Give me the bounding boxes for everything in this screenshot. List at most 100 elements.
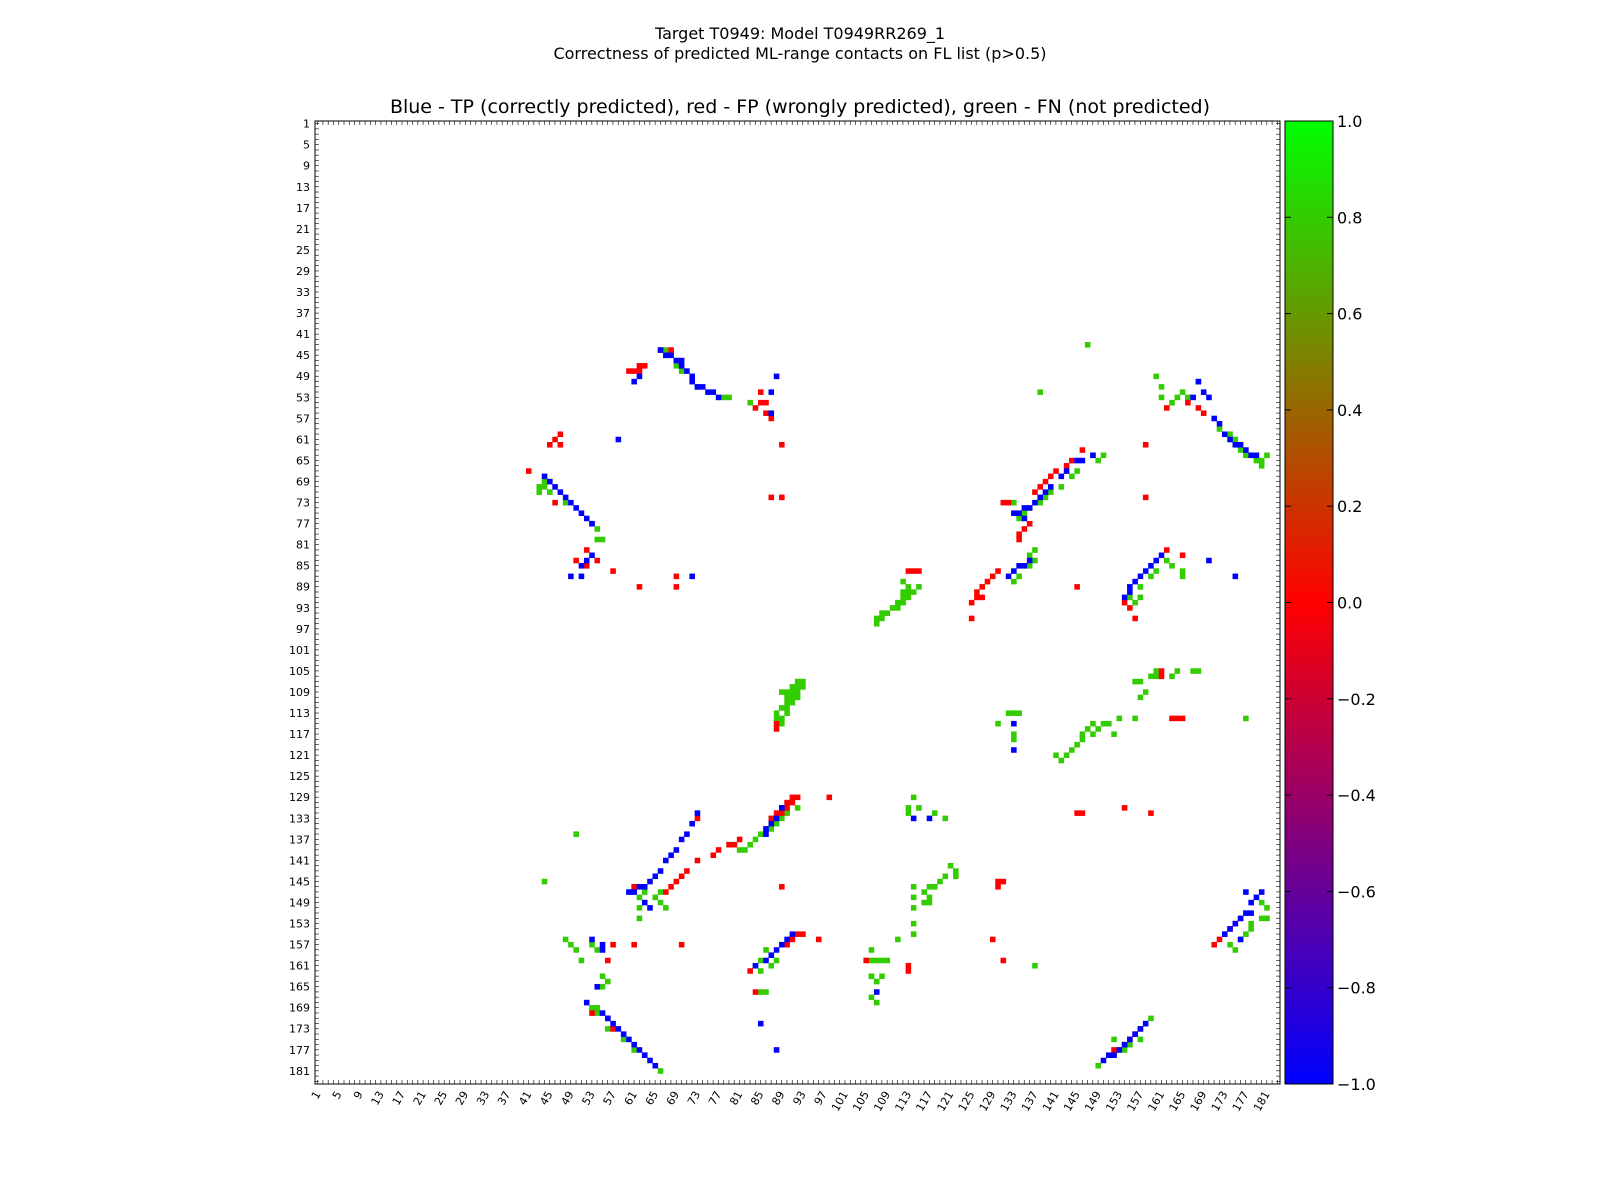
- contact-cell-fn: [1237, 447, 1244, 453]
- colorbar-tick-label: 0.6: [1337, 305, 1362, 324]
- contact-cell-tp: [757, 1020, 764, 1027]
- contact-cell-tp: [1237, 936, 1244, 943]
- contact-cell-fn: [1195, 668, 1202, 674]
- contact-cell-fn: [1264, 452, 1270, 459]
- contact-cell-fn: [1011, 731, 1017, 737]
- contact-cell-fp: [668, 347, 674, 353]
- contact-cell-fp: [1079, 810, 1086, 816]
- x-tick-label: 157: [1124, 1089, 1146, 1114]
- contact-cell-fn: [773, 710, 780, 716]
- contact-cell-fp: [636, 363, 643, 369]
- contact-cell-fn: [1148, 673, 1154, 680]
- x-tick-label: 33: [474, 1089, 492, 1108]
- contact-cell-fn: [900, 594, 906, 601]
- contact-cell-tp: [1063, 468, 1070, 474]
- contact-cell-fp: [552, 436, 558, 443]
- contact-cell-tp: [641, 899, 648, 906]
- y-tick-label: 65: [296, 454, 310, 467]
- x-tick-label: 141: [1040, 1089, 1062, 1114]
- contact-cell-tp: [1026, 505, 1033, 511]
- contact-cell-fp: [800, 931, 806, 937]
- contact-cell-tp: [541, 473, 548, 480]
- y-tick-label: 41: [296, 328, 310, 341]
- x-tick-label: 89: [769, 1089, 787, 1108]
- x-tick-label: 65: [643, 1089, 661, 1108]
- x-tick-label: 109: [871, 1089, 893, 1114]
- contact-cell-tp: [779, 805, 785, 811]
- contact-cell-fp: [673, 573, 680, 580]
- contact-cell-tp: [689, 378, 695, 385]
- x-tick-label: 21: [411, 1089, 429, 1108]
- contact-cell-tp: [1232, 920, 1239, 927]
- contact-cell-tp: [578, 510, 585, 516]
- contact-cell-fn: [1058, 484, 1065, 490]
- y-tick-label: 165: [289, 981, 310, 994]
- contact-cell-fp: [910, 568, 917, 574]
- contact-cell-fn: [789, 684, 796, 690]
- contact-cell-fn: [605, 1026, 611, 1032]
- contact-cell-fn: [921, 899, 927, 906]
- x-tick-label: 173: [1209, 1089, 1231, 1114]
- contact-cell-tp: [562, 494, 569, 501]
- y-tick-label: 173: [289, 1023, 310, 1036]
- x-tick-label: 165: [1167, 1089, 1189, 1114]
- contact-cell-fp: [636, 368, 643, 374]
- contact-cell-fn: [1264, 905, 1270, 911]
- contact-cell-fn: [1121, 1047, 1128, 1053]
- contact-cell-fn: [573, 947, 579, 953]
- contact-cell-fn: [747, 841, 753, 848]
- contact-cell-fn: [1179, 389, 1186, 395]
- contact-cell-fn: [562, 499, 569, 506]
- contact-cell-fn: [1153, 568, 1160, 574]
- contact-cell-tp: [636, 884, 643, 890]
- contact-cell-fp: [668, 884, 674, 890]
- y-tick-label: 5: [303, 139, 310, 152]
- contact-cell-fn: [1169, 399, 1175, 406]
- x-tick-label: 129: [977, 1089, 999, 1114]
- contact-cell-fn: [873, 615, 880, 622]
- contact-cell-fn: [1011, 710, 1017, 716]
- contact-cell-fp: [757, 399, 764, 406]
- contact-cell-tp: [1021, 515, 1028, 522]
- colorbar-tick-label: 1.0: [1337, 112, 1362, 131]
- contact-cell-fn: [905, 805, 912, 811]
- contact-cell-fp: [631, 368, 637, 374]
- contact-cell-tp: [773, 1047, 780, 1053]
- contact-cell-fn: [1032, 962, 1038, 969]
- contact-cell-fp: [1142, 494, 1149, 501]
- contact-cell-tp: [1211, 415, 1218, 422]
- contact-cell-fp: [1179, 552, 1186, 559]
- contact-cell-fp: [773, 726, 780, 732]
- contact-cell-fn: [1079, 736, 1086, 743]
- contact-cell-fn: [931, 810, 938, 816]
- contact-cell-tp: [689, 373, 695, 380]
- contact-cell-tp: [768, 952, 775, 958]
- contact-cell-fp: [678, 873, 685, 880]
- y-tick-label: 169: [289, 1002, 310, 1015]
- contact-cell-fn: [1132, 715, 1138, 722]
- contact-cell-fn: [937, 878, 943, 885]
- contact-cell-fn: [1264, 915, 1270, 922]
- contact-cell-fp: [694, 857, 701, 864]
- contact-cell-tp: [1137, 1026, 1144, 1032]
- x-tick-label: 5: [330, 1089, 345, 1102]
- contact-cell-fn: [879, 957, 885, 964]
- contact-cell-fp: [789, 936, 796, 943]
- contact-cell-fp: [905, 968, 912, 974]
- contact-cell-fp: [815, 936, 822, 943]
- contact-cell-fn: [1021, 510, 1028, 516]
- contact-cell-fn: [779, 705, 785, 711]
- contact-cell-fn: [873, 957, 880, 964]
- contact-cell-tp: [715, 394, 722, 401]
- contact-cell-tp: [568, 499, 574, 506]
- contact-cell-fn: [910, 794, 917, 801]
- contact-cell-fn: [784, 699, 790, 706]
- contact-cell-fp: [547, 442, 553, 448]
- contact-cell-tp: [1032, 499, 1038, 506]
- contact-cell-fn: [779, 720, 785, 727]
- contact-cell-fn: [1243, 715, 1249, 722]
- contact-cell-fp: [610, 1026, 616, 1032]
- contact-cell-fp: [673, 584, 680, 590]
- contact-cell-fp: [1000, 499, 1007, 506]
- y-tick-label: 73: [296, 497, 310, 510]
